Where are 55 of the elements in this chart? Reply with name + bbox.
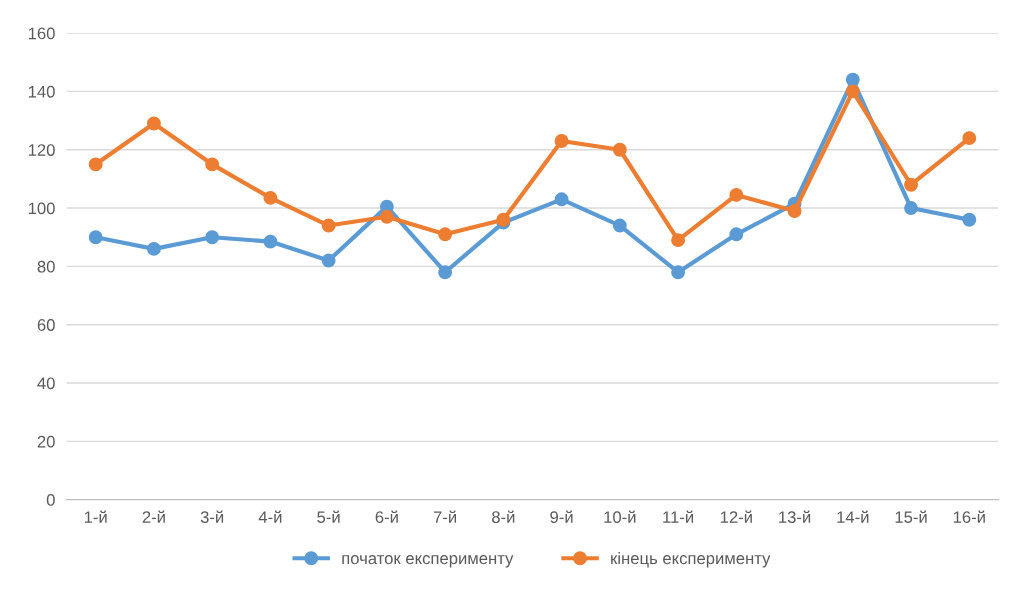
x-tick-label: 2-й xyxy=(142,510,165,523)
point xyxy=(263,234,278,249)
point xyxy=(671,265,686,280)
y-tick-label: 80 xyxy=(37,260,55,273)
y-tick-label: 20 xyxy=(37,435,55,448)
point xyxy=(88,157,103,172)
point xyxy=(321,218,336,233)
x-tick-label: 15-й xyxy=(895,510,927,524)
point xyxy=(146,241,161,256)
point xyxy=(671,233,686,248)
x-tick-label: 8-й xyxy=(492,510,515,524)
point xyxy=(379,209,394,224)
point xyxy=(438,265,453,280)
x-tick-label: 4-й xyxy=(258,510,282,523)
point xyxy=(438,227,453,242)
point xyxy=(904,177,918,192)
x-tick-label: 3-й xyxy=(200,510,224,524)
point xyxy=(845,84,860,99)
point xyxy=(554,134,569,148)
point xyxy=(962,131,977,146)
point xyxy=(904,201,918,216)
y-tick-label: 0 xyxy=(46,494,55,506)
y-tick-label: 140 xyxy=(28,85,55,98)
point xyxy=(612,142,627,157)
y-tick-label: 160 xyxy=(28,27,55,40)
point xyxy=(729,227,744,242)
point xyxy=(729,187,744,202)
point xyxy=(146,116,161,131)
x-tick-label: 6-й xyxy=(375,510,398,524)
x-tick-label: 5-й xyxy=(317,510,340,524)
point xyxy=(845,72,860,87)
x-tick-label: 9-й xyxy=(550,510,573,524)
y-tick-label: 100 xyxy=(28,202,55,215)
y-tick-label: 120 xyxy=(28,144,55,156)
y-tick-label: 60 xyxy=(37,319,55,331)
point xyxy=(88,230,103,245)
point xyxy=(962,212,977,227)
point xyxy=(554,192,569,207)
x-tick-label: 14-й xyxy=(837,510,869,523)
point xyxy=(612,218,627,233)
x-tick-label: 10-й xyxy=(604,510,636,524)
point xyxy=(205,157,220,172)
x-tick-label: 7-й xyxy=(433,510,457,523)
x-tick-label: 16-й xyxy=(953,510,985,524)
legend-label: початок експерименту xyxy=(342,555,514,568)
x-tick-label: 1-й xyxy=(84,510,107,523)
x-tick-label: 13-й xyxy=(779,510,811,524)
point xyxy=(263,190,278,205)
point xyxy=(205,230,220,245)
x-tick-label: 11-й xyxy=(663,510,694,523)
point xyxy=(787,204,802,218)
legend-label: кінець експерименту xyxy=(611,551,771,568)
point xyxy=(321,253,336,268)
x-tick-label: 12-й xyxy=(720,510,752,523)
y-tick-label: 40 xyxy=(37,377,55,390)
